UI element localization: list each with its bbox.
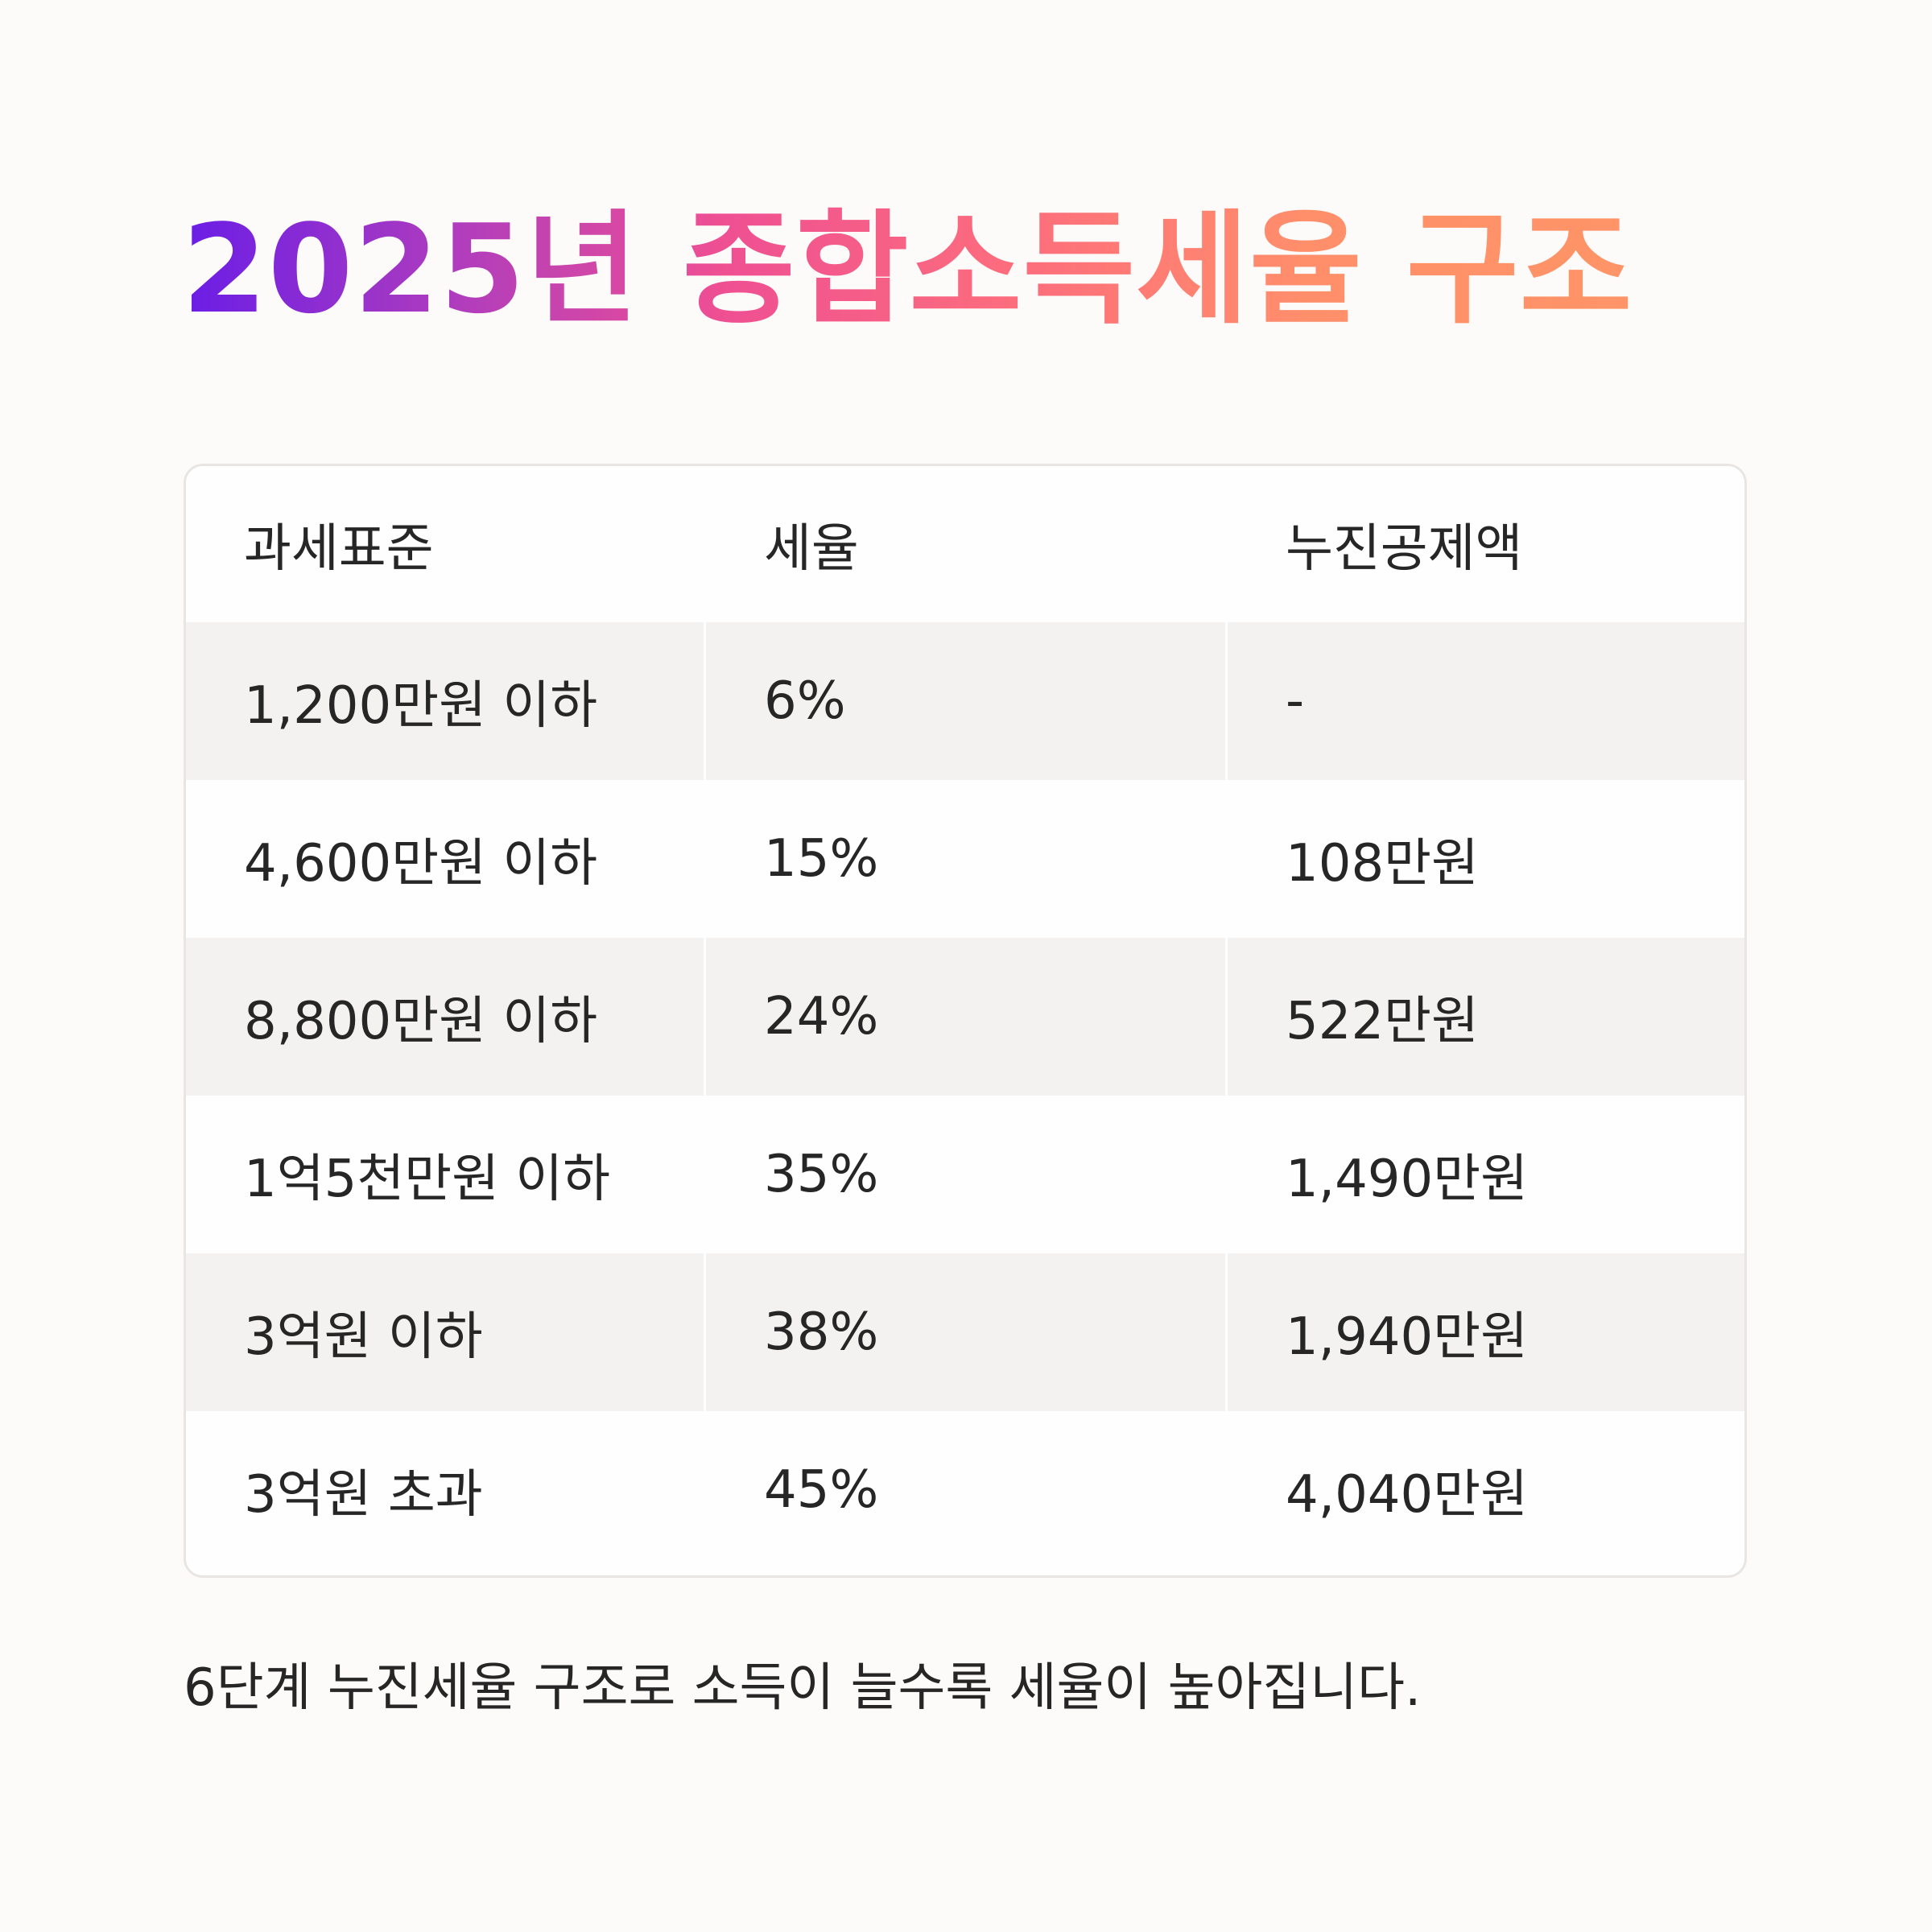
deduction-cell: -	[1228, 622, 1744, 780]
tax-rate-cell: 45%	[706, 1411, 1228, 1569]
tax-rate-table: 과세표준 세율 누진공제액 1,200만원 이하 6% - 4,600만원 이하…	[184, 464, 1747, 1578]
table-row: 1억5천만원 이하 35% 1,490만원	[186, 1096, 1744, 1253]
tax-rate-cell: 24%	[706, 938, 1228, 1096]
deduction-cell: 1,940만원	[1228, 1253, 1744, 1411]
tax-base-cell: 8,800만원 이하	[186, 938, 706, 1096]
table-row: 3억원 이하 38% 1,940만원	[186, 1253, 1744, 1411]
table-row: 1,200만원 이하 6% -	[186, 622, 1744, 780]
header-tax-rate: 세율	[706, 466, 1228, 622]
header-tax-base: 과세표준	[186, 466, 706, 622]
tax-base-cell: 3억원 이하	[186, 1253, 706, 1411]
tax-rate-cell: 35%	[706, 1096, 1228, 1253]
header-progressive-deduction: 누진공제액	[1286, 519, 1523, 579]
table-row: 4,600만원 이하 15% 108만원	[186, 780, 1744, 938]
tax-base-cell: 1억5천만원 이하	[186, 1096, 706, 1253]
tax-rate-cell: 6%	[706, 622, 1228, 780]
deduction-cell: 1,490만원	[1228, 1096, 1744, 1253]
tax-rate-cell: 38%	[706, 1253, 1228, 1411]
tax-base-cell: 1,200만원 이하	[186, 622, 706, 780]
deduction-cell: 4,040만원	[1228, 1411, 1744, 1569]
tax-base-cell: 4,600만원 이하	[186, 780, 706, 938]
caption: 6단계 누진세율 구조로 소득이 늘수록 세율이 높아집니다.	[184, 1658, 1422, 1718]
page-title: 2025년 종합소득세율 구조	[182, 193, 1633, 346]
deduction-cell: 522만원	[1228, 938, 1744, 1096]
tax-rate-cell: 15%	[706, 780, 1228, 938]
tax-base-cell: 3억원 초과	[186, 1411, 706, 1569]
table-row: 8,800만원 이하 24% 522만원	[186, 938, 1744, 1096]
table-header-row: 과세표준 세율 누진공제액	[186, 466, 1744, 622]
tax-rate-table-body: 과세표준 세율 누진공제액 1,200만원 이하 6% - 4,600만원 이하…	[186, 466, 1744, 1569]
deduction-cell: 108만원	[1228, 780, 1744, 938]
table-row: 3억원 초과 45% 4,040만원	[186, 1411, 1744, 1569]
